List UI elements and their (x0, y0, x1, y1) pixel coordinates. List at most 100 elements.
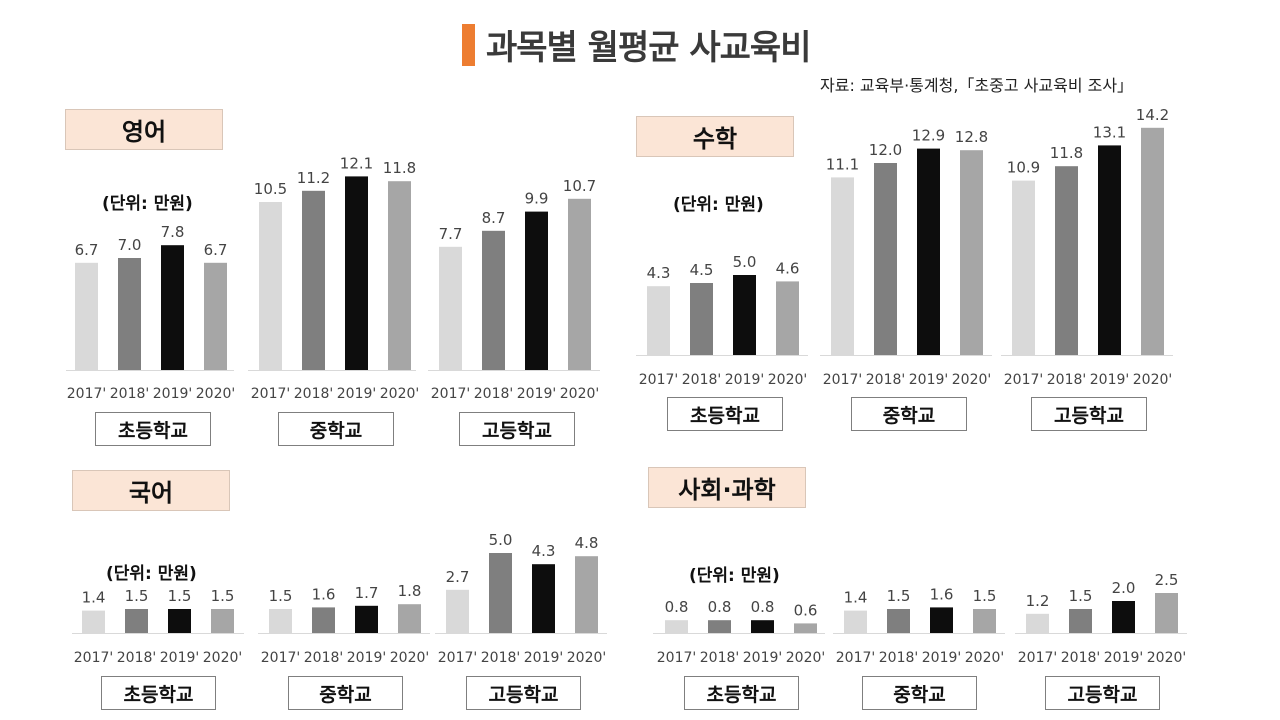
english-elementary-tick-label: 2020' (196, 386, 235, 402)
math-elementary-bar-2 (690, 283, 713, 355)
math-high-tick-label: 2017' (1004, 372, 1043, 388)
english-middle-tick-label: 2020' (380, 386, 419, 402)
english-middle-bar-4 (388, 181, 411, 370)
math-high-value-label: 13.1 (1093, 123, 1126, 141)
english-middle-bar-2 (302, 190, 325, 370)
math-elementary-value-label: 4.3 (647, 264, 671, 282)
math-elementary-tick-label: 2019' (725, 372, 764, 388)
math-middle-tick-label: 2017' (823, 372, 862, 388)
social-science-elementary-tick-label: 2017' (657, 650, 696, 666)
subject-math: 수학 (636, 116, 794, 157)
source-note: 자료: 교육부·통계청,「초중고 사교육비 조사」 (820, 76, 1134, 95)
unit-label-korean: (단위: 만원) (106, 564, 197, 584)
social-science-middle-bar-4 (973, 609, 996, 633)
math-elementary-bar-3 (733, 275, 756, 355)
social-science-middle-bar-2 (887, 609, 910, 633)
korean-middle-tick-label: 2017' (261, 650, 300, 666)
social-science-high-value-label: 1.5 (1069, 587, 1093, 605)
korean-high-value-label: 2.7 (446, 568, 470, 586)
social-science-middle-value-label: 1.6 (930, 585, 954, 603)
korean-high-tick-label: 2020' (567, 650, 606, 666)
english-elementary-bar-2 (118, 258, 141, 370)
title-accent-bar (462, 24, 475, 66)
social-science-middle-value-label: 1.4 (844, 589, 868, 607)
math-high-bar-4 (1141, 127, 1164, 355)
korean-middle-value-label: 1.8 (398, 582, 422, 600)
korean-elementary-value-label: 1.5 (168, 587, 192, 605)
math-high-bar-1 (1012, 180, 1035, 355)
math-middle-value-label: 11.1 (826, 155, 859, 173)
social-science-middle-tick-label: 2020' (965, 650, 1004, 666)
korean-high-bar-3 (532, 564, 555, 633)
korean-high-tick-label: 2019' (524, 650, 563, 666)
math-high-value-label: 14.2 (1136, 106, 1169, 124)
math-middle-bar-3 (917, 148, 940, 355)
english-middle-bar-3 (345, 176, 368, 370)
english-high-tick-label: 2017' (431, 386, 470, 402)
korean-high-value-label: 4.8 (575, 534, 599, 552)
social-science-elementary-value-label: 0.6 (794, 601, 818, 619)
social-science-elementary-bar-1 (665, 620, 688, 633)
english-elementary-tick-label: 2019' (153, 386, 192, 402)
english-middle-tick-label: 2019' (337, 386, 376, 402)
level-social-high: 고등학교 (1045, 676, 1160, 710)
english-high-tick-label: 2020' (560, 386, 599, 402)
english-middle-value-label: 11.2 (297, 169, 330, 187)
korean-elementary-bar-4 (211, 609, 234, 633)
level-korean-high: 고등학교 (466, 676, 581, 710)
korean-middle-value-label: 1.5 (269, 587, 293, 605)
social-science-high-value-label: 2.5 (1155, 571, 1179, 589)
math-high-tick-label: 2020' (1133, 372, 1172, 388)
unit-label-math: (단위: 만원) (673, 195, 764, 215)
korean-middle-tick-label: 2019' (347, 650, 386, 666)
social-science-middle-tick-label: 2017' (836, 650, 875, 666)
math-high-value-label: 10.9 (1007, 159, 1040, 177)
math-middle-bar-1 (831, 177, 854, 355)
korean-high-bar-2 (489, 553, 512, 633)
korean-middle-bar-3 (355, 605, 378, 633)
english-elementary-bar-3 (161, 245, 184, 370)
level-korean-middle: 중학교 (288, 676, 403, 710)
korean-elementary-bar-1 (82, 610, 105, 633)
social-science-elementary-tick-label: 2020' (786, 650, 825, 666)
math-elementary-value-label: 4.6 (776, 259, 800, 277)
korean-elementary-bar-3 (168, 609, 191, 633)
level-korean-elementary: 초등학교 (101, 676, 216, 710)
social-science-high-bar-1 (1026, 613, 1049, 633)
social-science-high-tick-label: 2018' (1061, 650, 1100, 666)
english-high-tick-label: 2019' (517, 386, 556, 402)
math-middle-tick-label: 2018' (866, 372, 905, 388)
english-elementary-value-label: 7.0 (118, 236, 142, 254)
social-science-high-tick-label: 2017' (1018, 650, 1057, 666)
social-science-high-tick-label: 2019' (1104, 650, 1143, 666)
level-math-middle: 중학교 (851, 397, 967, 431)
english-high-bar-1 (439, 246, 462, 370)
english-middle-value-label: 12.1 (340, 154, 373, 172)
social-science-high-value-label: 1.2 (1026, 592, 1050, 610)
level-english-middle: 중학교 (278, 412, 394, 446)
social-science-high-bar-2 (1069, 609, 1092, 633)
math-elementary-bar-1 (647, 286, 670, 355)
korean-middle-tick-label: 2020' (390, 650, 429, 666)
social-science-high-bar-3 (1112, 601, 1135, 633)
english-middle-tick-label: 2018' (294, 386, 333, 402)
korean-elementary-value-label: 1.5 (125, 587, 149, 605)
social-science-elementary-tick-label: 2018' (700, 650, 739, 666)
math-high-tick-label: 2018' (1047, 372, 1086, 388)
math-elementary-value-label: 4.5 (690, 261, 714, 279)
english-elementary-tick-label: 2018' (110, 386, 149, 402)
level-math-elementary: 초등학교 (667, 397, 783, 431)
korean-high-bar-4 (575, 556, 598, 633)
english-middle-value-label: 10.5 (254, 180, 287, 198)
social-science-middle-tick-label: 2018' (879, 650, 918, 666)
level-english-high: 고등학교 (459, 412, 575, 446)
english-high-tick-label: 2018' (474, 386, 513, 402)
math-high-bar-3 (1098, 145, 1121, 355)
unit-label-english: (단위: 만원) (102, 194, 193, 214)
social-science-middle-bar-1 (844, 610, 867, 633)
math-elementary-tick-label: 2017' (639, 372, 678, 388)
english-high-value-label: 10.7 (563, 177, 596, 195)
level-math-high: 고등학교 (1031, 397, 1147, 431)
social-science-middle-tick-label: 2019' (922, 650, 961, 666)
